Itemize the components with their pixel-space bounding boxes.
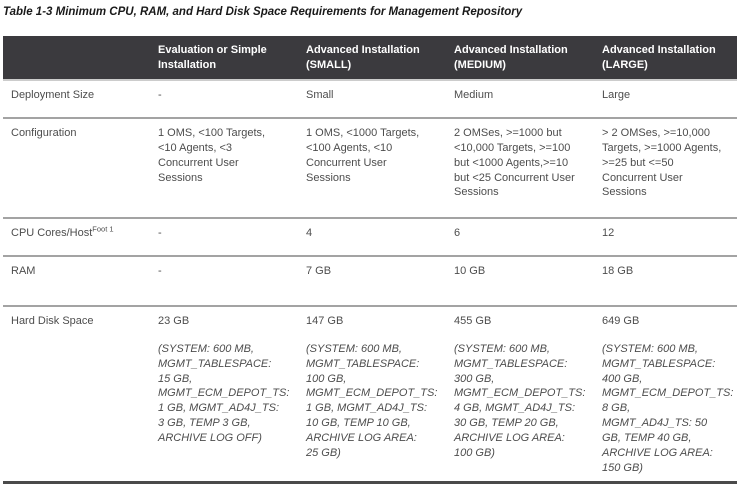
table-cell: 1 OMS, <100 Targets, <10 Agents, <3 Conc…	[158, 127, 266, 184]
table-cell: Large	[602, 89, 631, 102]
table-cell: 649 GB (SYSTEM: 600 MB, MGMT_TABLESPACE: …	[594, 306, 737, 483]
row-label-text: Deployment Size	[11, 89, 95, 102]
row-label: RAM	[3, 256, 150, 306]
row-label: CPU Cores/HostFoot 1	[3, 218, 150, 256]
column-header-advanced-medium: Advanced Installation (MEDIUM)	[446, 36, 594, 81]
row-label-text: Hard Disk Space	[11, 315, 94, 328]
table-cell: Small	[306, 89, 334, 102]
column-header-advanced-large: Advanced Installation (LARGE)	[594, 36, 737, 81]
cell-value: 147 GB	[306, 315, 344, 328]
cell-detail: (SYSTEM: 600 MB, MGMT_TABLESPACE: 15 GB,…	[158, 342, 290, 444]
cell-value: 455 GB	[454, 315, 492, 328]
table-cell: 147 GB (SYSTEM: 600 MB, MGMT_TABLESPACE: …	[298, 306, 446, 483]
table-cell: 10 GB	[454, 265, 486, 278]
table-row: Hard Disk Space 23 GB (SYSTEM: 600 MB, MGM…	[3, 306, 737, 483]
row-label: Configuration	[3, 118, 150, 218]
row-label-text: RAM	[11, 265, 36, 278]
table-cell: Medium	[454, 89, 494, 102]
table-cell: -	[158, 89, 162, 102]
table-cell: -	[158, 265, 162, 278]
table-cell: 1 OMS, <1000 Targets, <100 Agents, <10 C…	[306, 127, 420, 184]
row-label-text: CPU Cores/Host	[11, 227, 93, 240]
requirements-table: Evaluation or Simple Installation Advanc…	[3, 36, 737, 484]
table-row: RAM - 7 GB 10 GB 18 GB	[3, 256, 737, 306]
cell-detail: (SYSTEM: 600 MB, MGMT_TABLESPACE: 100 GB…	[306, 342, 438, 459]
row-label-text: Configuration	[11, 127, 77, 140]
column-header-advanced-small: Advanced Installation (SMALL)	[298, 36, 446, 81]
table-cell: -	[158, 227, 162, 240]
table-cell: > 2 OMSes, >=10,000 Targets, >=1000 Agen…	[602, 127, 722, 199]
table-cell: 7 GB	[306, 265, 332, 278]
table-caption: Table 1-3 Minimum CPU, RAM, and Hard Dis…	[3, 6, 523, 18]
table-row: CPU Cores/HostFoot 1-4 6 12	[3, 218, 737, 256]
cell-detail: (SYSTEM: 600 MB, MGMT_TABLESPACE: 300 GB…	[454, 342, 586, 459]
column-header-eval-simple: Evaluation or Simple Installation	[150, 36, 298, 81]
table-cell: 18 GB	[602, 265, 634, 278]
table-cell: 23 GB (SYSTEM: 600 MB, MGMT_TABLESPACE: 1…	[150, 306, 298, 483]
table-row: Configuration 1 OMS, <100 Targets, <10 Ag…	[3, 118, 737, 218]
table-cell: 455 GB (SYSTEM: 600 MB, MGMT_TABLESPACE: …	[446, 306, 594, 483]
cell-value: 23 GB	[158, 315, 190, 328]
column-header-blank	[3, 36, 150, 81]
table-row: Deployment Size - Small Medium Large	[3, 80, 737, 118]
row-label: Hard Disk Space	[3, 306, 150, 483]
row-label: Deployment Size	[3, 80, 150, 118]
cell-value: 649 GB	[602, 315, 640, 328]
table-cell: 12	[602, 227, 615, 240]
table-cell: 6	[454, 227, 461, 240]
cell-detail: (SYSTEM: 600 MB, MGMT_TABLESPACE: 400 GB…	[602, 342, 734, 474]
table-cell: 4	[306, 227, 313, 240]
table-cell: 2 OMSes, >=1000 but <10,000 Targets, >=1…	[454, 127, 575, 199]
header-row: Evaluation or Simple Installation Advanc…	[3, 36, 737, 81]
footnote-ref: Foot 1	[92, 224, 114, 234]
